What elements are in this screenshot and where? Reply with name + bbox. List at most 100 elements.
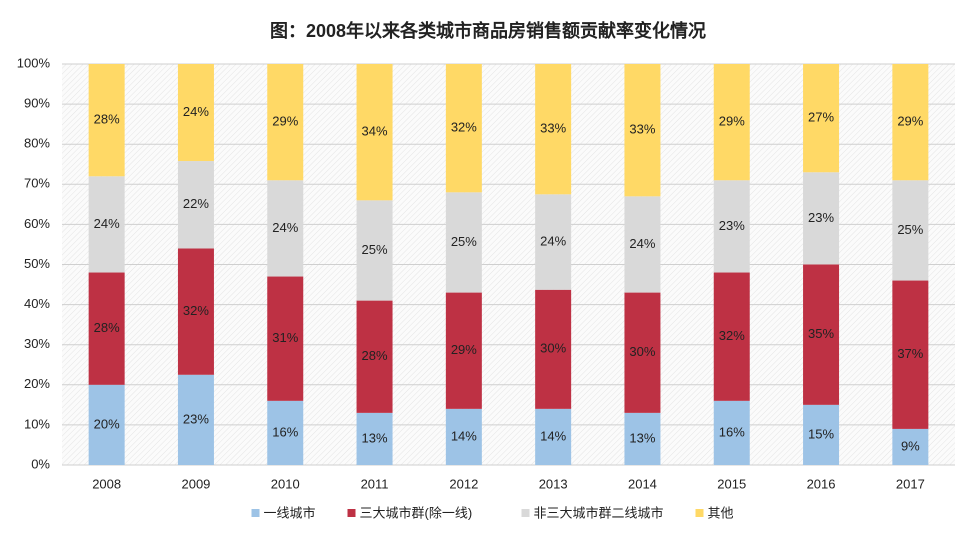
legend-label: 其他	[708, 505, 734, 520]
bar-segment	[356, 200, 393, 301]
bar-segment	[445, 192, 482, 293]
y-tick-label: 30%	[24, 336, 50, 351]
x-tick-label: 2012	[449, 476, 478, 491]
data-label: 28%	[94, 112, 120, 127]
data-label: 13%	[362, 430, 388, 445]
y-tick-label: 10%	[24, 416, 50, 431]
data-label: 33%	[540, 121, 566, 136]
data-label: 15%	[808, 426, 834, 441]
data-label: 24%	[94, 216, 120, 231]
data-label: 16%	[272, 424, 298, 439]
data-label: 31%	[272, 330, 298, 345]
x-tick-label: 2011	[361, 476, 389, 491]
data-label: 32%	[183, 303, 209, 318]
data-label: 25%	[897, 222, 923, 237]
bar-segment	[713, 180, 750, 273]
legend-swatch	[521, 509, 530, 517]
x-tick-label: 2016	[807, 476, 836, 491]
bar-segment	[88, 272, 125, 385]
bar-segment	[267, 400, 304, 465]
data-label: 30%	[629, 344, 655, 359]
bar-segment	[892, 180, 929, 281]
data-label: 13%	[629, 430, 655, 445]
data-label: 28%	[94, 320, 120, 335]
data-label: 14%	[540, 428, 566, 443]
legend-label: 一线城市	[264, 505, 316, 520]
legend-swatch	[347, 509, 356, 517]
data-label: 29%	[719, 114, 745, 129]
data-label: 29%	[451, 342, 477, 357]
bar-segment	[624, 64, 661, 197]
data-label: 24%	[540, 233, 566, 248]
data-label: 20%	[94, 416, 120, 431]
bar-segment	[803, 404, 840, 465]
bar-segment	[356, 412, 393, 465]
data-label: 37%	[897, 346, 923, 361]
bar-segment	[267, 180, 304, 277]
data-label: 33%	[629, 122, 655, 137]
bar-segment	[713, 64, 750, 181]
y-tick-label: 100%	[17, 55, 51, 70]
data-label: 29%	[897, 114, 923, 129]
data-label: 9%	[901, 438, 920, 453]
x-tick-label: 2010	[271, 476, 300, 491]
bar-segment	[177, 248, 214, 375]
bar-segment	[177, 64, 214, 162]
data-label: 32%	[719, 328, 745, 343]
bar-segment	[445, 292, 482, 409]
bar-segment	[713, 400, 750, 465]
bar-segment	[356, 300, 393, 413]
bar-segment	[892, 64, 929, 181]
data-label: 35%	[808, 326, 834, 341]
data-label: 23%	[183, 411, 209, 426]
data-label: 14%	[451, 428, 477, 443]
bar-segment	[177, 161, 214, 249]
bar-segment	[535, 408, 572, 465]
x-tick-label: 2017	[896, 476, 925, 491]
y-tick-label: 50%	[24, 256, 50, 271]
bar-segment	[88, 176, 125, 273]
data-label: 25%	[451, 234, 477, 249]
x-tick-label: 2013	[539, 476, 568, 491]
y-tick-label: 60%	[24, 216, 50, 231]
bar-segment	[624, 292, 661, 413]
bar-segment	[267, 276, 304, 401]
data-label: 24%	[629, 236, 655, 251]
bar-segment	[356, 64, 393, 201]
bar-segment	[624, 412, 661, 465]
legend-swatch	[251, 509, 260, 517]
bar-segment	[535, 64, 572, 195]
y-tick-label: 40%	[24, 296, 50, 311]
bar-segment	[892, 280, 929, 429]
chart-title: 图：2008年以来各类城市商品房销售额贡献率变化情况	[270, 20, 706, 41]
bar-segment	[803, 264, 840, 405]
bar-segment	[88, 384, 125, 465]
legend-label: 三大城市群(除一线)	[360, 505, 473, 520]
legend-swatch	[695, 509, 704, 517]
x-tick-label: 2009	[181, 476, 210, 491]
y-tick-label: 20%	[24, 376, 50, 391]
bar-segment	[803, 64, 840, 173]
data-label: 16%	[719, 424, 745, 439]
bar-segment	[713, 272, 750, 401]
bar-segment	[267, 64, 304, 181]
y-tick-label: 90%	[24, 96, 50, 111]
bar-segment	[177, 374, 214, 465]
data-label: 25%	[362, 242, 388, 257]
data-label: 22%	[183, 196, 209, 211]
data-label: 32%	[451, 120, 477, 135]
x-tick-label: 2008	[92, 476, 121, 491]
data-label: 23%	[719, 218, 745, 233]
legend-label: 非三大城市群二线城市	[534, 505, 664, 520]
bar-segment	[535, 289, 572, 409]
y-tick-label: 80%	[24, 136, 50, 151]
data-label: 23%	[808, 210, 834, 225]
x-tick-label: 2015	[717, 476, 746, 491]
x-tick-label: 2014	[628, 476, 657, 491]
y-tick-label: 0%	[31, 456, 50, 471]
data-label: 29%	[272, 114, 298, 129]
bar-segment	[88, 64, 125, 177]
bar-segment	[445, 408, 482, 465]
